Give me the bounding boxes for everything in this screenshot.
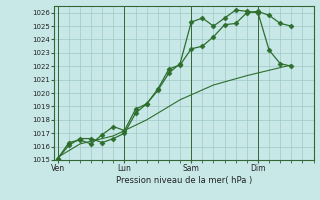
X-axis label: Pression niveau de la mer( hPa ): Pression niveau de la mer( hPa )	[116, 176, 252, 185]
